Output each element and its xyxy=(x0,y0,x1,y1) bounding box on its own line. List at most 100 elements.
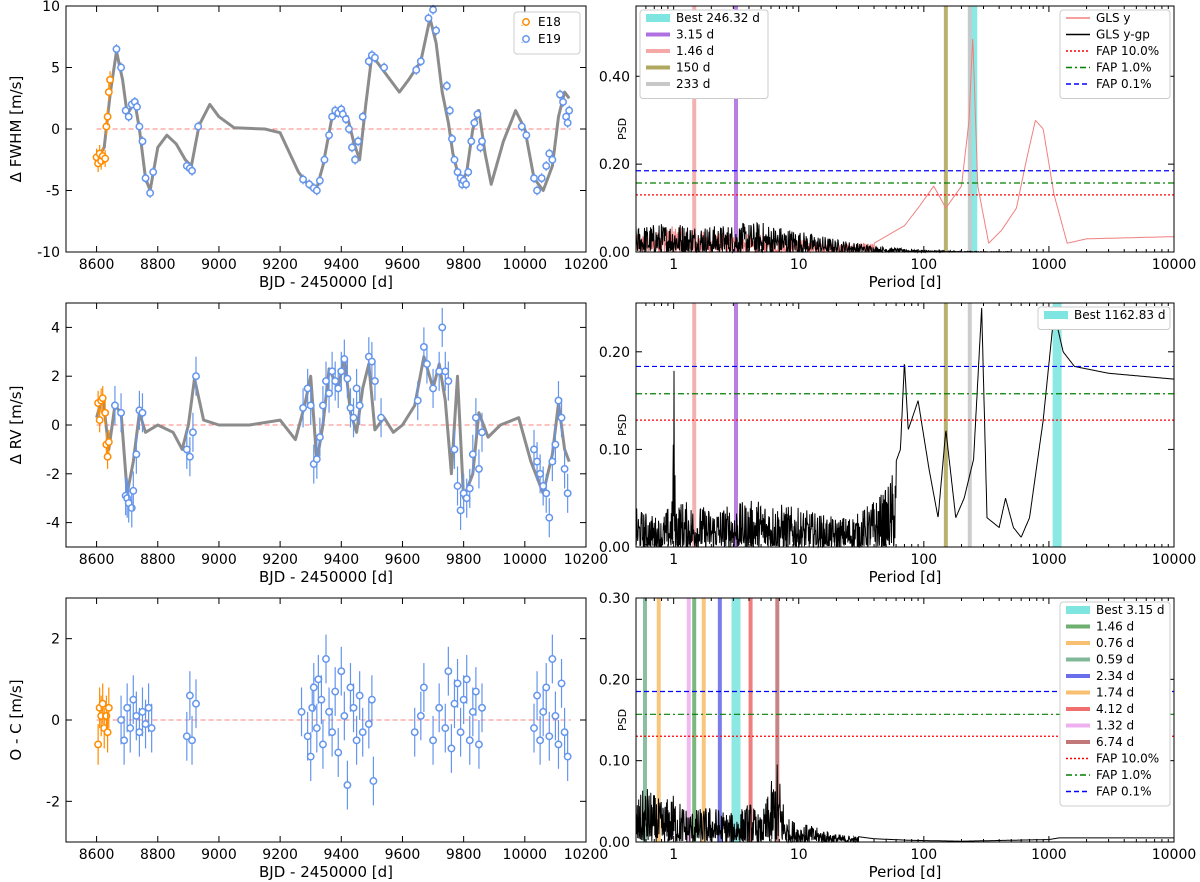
data-point xyxy=(325,131,334,140)
data-point xyxy=(522,131,531,140)
y-tick-label: 0.10 xyxy=(599,442,630,458)
data-point xyxy=(192,372,200,381)
data-point xyxy=(355,401,364,410)
data-point xyxy=(429,384,438,393)
data-point xyxy=(346,683,355,692)
data-point xyxy=(548,155,557,164)
data-point xyxy=(352,736,361,745)
data-point xyxy=(554,740,563,749)
legend xyxy=(1059,601,1171,807)
data-point xyxy=(444,377,453,386)
data-point xyxy=(476,143,485,152)
y-axis-label: PSD xyxy=(616,118,629,140)
data-point xyxy=(444,667,453,676)
data-point xyxy=(562,112,571,121)
x-tick-label: 9200 xyxy=(262,257,298,273)
data-point xyxy=(539,482,548,490)
data-point xyxy=(560,464,569,473)
data-point xyxy=(358,728,367,737)
data-point xyxy=(341,115,350,124)
series-E18 xyxy=(94,385,113,469)
data-point xyxy=(560,728,569,737)
data-point xyxy=(551,440,560,449)
x-tick-label: 9600 xyxy=(385,257,421,273)
data-point xyxy=(471,413,480,422)
data-point xyxy=(468,450,477,459)
data-point xyxy=(445,106,454,115)
data-point xyxy=(478,137,486,146)
data-point xyxy=(429,5,438,14)
data-point xyxy=(563,489,572,498)
data-point xyxy=(536,736,545,745)
data-point xyxy=(318,740,327,749)
data-point xyxy=(557,413,566,422)
data-point xyxy=(554,396,563,405)
panel-gls_rv: 1 10 100 1000 10000 0.00 0.10 0.20 Period [d] PSD… xyxy=(599,302,1197,586)
x-tick-label: 9200 xyxy=(262,847,298,863)
data-point xyxy=(102,122,111,131)
legend-label: 150 d xyxy=(676,61,710,75)
data-point xyxy=(349,703,358,712)
data-point xyxy=(369,777,378,785)
data-point xyxy=(331,377,340,386)
data-point xyxy=(317,695,326,704)
series-E18 xyxy=(92,71,114,173)
data-point xyxy=(542,489,551,498)
x-tick-label: 10 xyxy=(790,552,808,568)
y-tick-label: 0 xyxy=(51,122,60,138)
data-point xyxy=(103,728,112,737)
data-point xyxy=(464,168,473,177)
x-tick-label: 10000 xyxy=(503,257,548,273)
x-tick-label: 9800 xyxy=(446,847,482,863)
data-point xyxy=(309,683,318,692)
x-tick-label: 10000 xyxy=(1152,552,1197,568)
data-point xyxy=(416,711,425,720)
gls-ygp-curve xyxy=(635,221,1012,254)
x-tick-label: 9800 xyxy=(446,257,482,273)
x-tick-label: 9000 xyxy=(201,257,237,273)
data-point xyxy=(470,118,479,127)
data-point xyxy=(104,438,113,447)
data-point xyxy=(542,161,551,170)
data-point xyxy=(188,428,197,437)
x-tick-label: 8800 xyxy=(140,552,176,568)
data-point xyxy=(557,679,566,688)
data-point xyxy=(320,155,329,164)
plot-frame xyxy=(635,302,1175,548)
y-axis-label: O - C [m/s] xyxy=(7,679,25,760)
legend xyxy=(513,11,581,55)
data-point xyxy=(478,428,486,437)
legend-label: 6.74 d xyxy=(1096,735,1134,749)
data-point xyxy=(565,106,574,115)
series-E19 xyxy=(112,4,574,198)
data-point xyxy=(456,506,465,515)
x-tick-label: 10200 xyxy=(564,847,609,863)
data-point xyxy=(551,711,560,720)
data-point xyxy=(462,675,471,684)
gp-model-curve xyxy=(95,16,571,192)
data-point xyxy=(370,377,379,386)
data-point xyxy=(545,513,554,522)
legend-label: Best 3.15 d xyxy=(1096,603,1165,617)
data-point xyxy=(138,408,147,417)
data-point xyxy=(343,374,352,383)
data-point xyxy=(419,683,428,692)
data-point xyxy=(548,655,557,663)
x-tick-label: 1000 xyxy=(1031,552,1067,568)
legend-label: FAP 1.0% xyxy=(1096,768,1152,782)
data-point xyxy=(188,736,196,745)
data-point xyxy=(101,408,110,417)
data-point xyxy=(536,469,545,478)
data-point xyxy=(138,707,147,716)
legend-label: GLS y-gp xyxy=(1096,28,1150,42)
data-point xyxy=(530,724,538,733)
legend-label: 1.46 d xyxy=(1096,620,1134,634)
panel-rv: 8600 8800 9000 9200 9400 9600 9800 10000 10200 -4… xyxy=(7,302,608,586)
legend-label: 0.59 d xyxy=(1096,653,1134,667)
plot-frame xyxy=(635,597,1175,843)
data-point xyxy=(185,452,194,461)
x-tick-label: 1000 xyxy=(1031,847,1067,863)
data-point xyxy=(429,736,438,745)
data-point xyxy=(517,122,526,131)
data-point xyxy=(312,455,321,464)
